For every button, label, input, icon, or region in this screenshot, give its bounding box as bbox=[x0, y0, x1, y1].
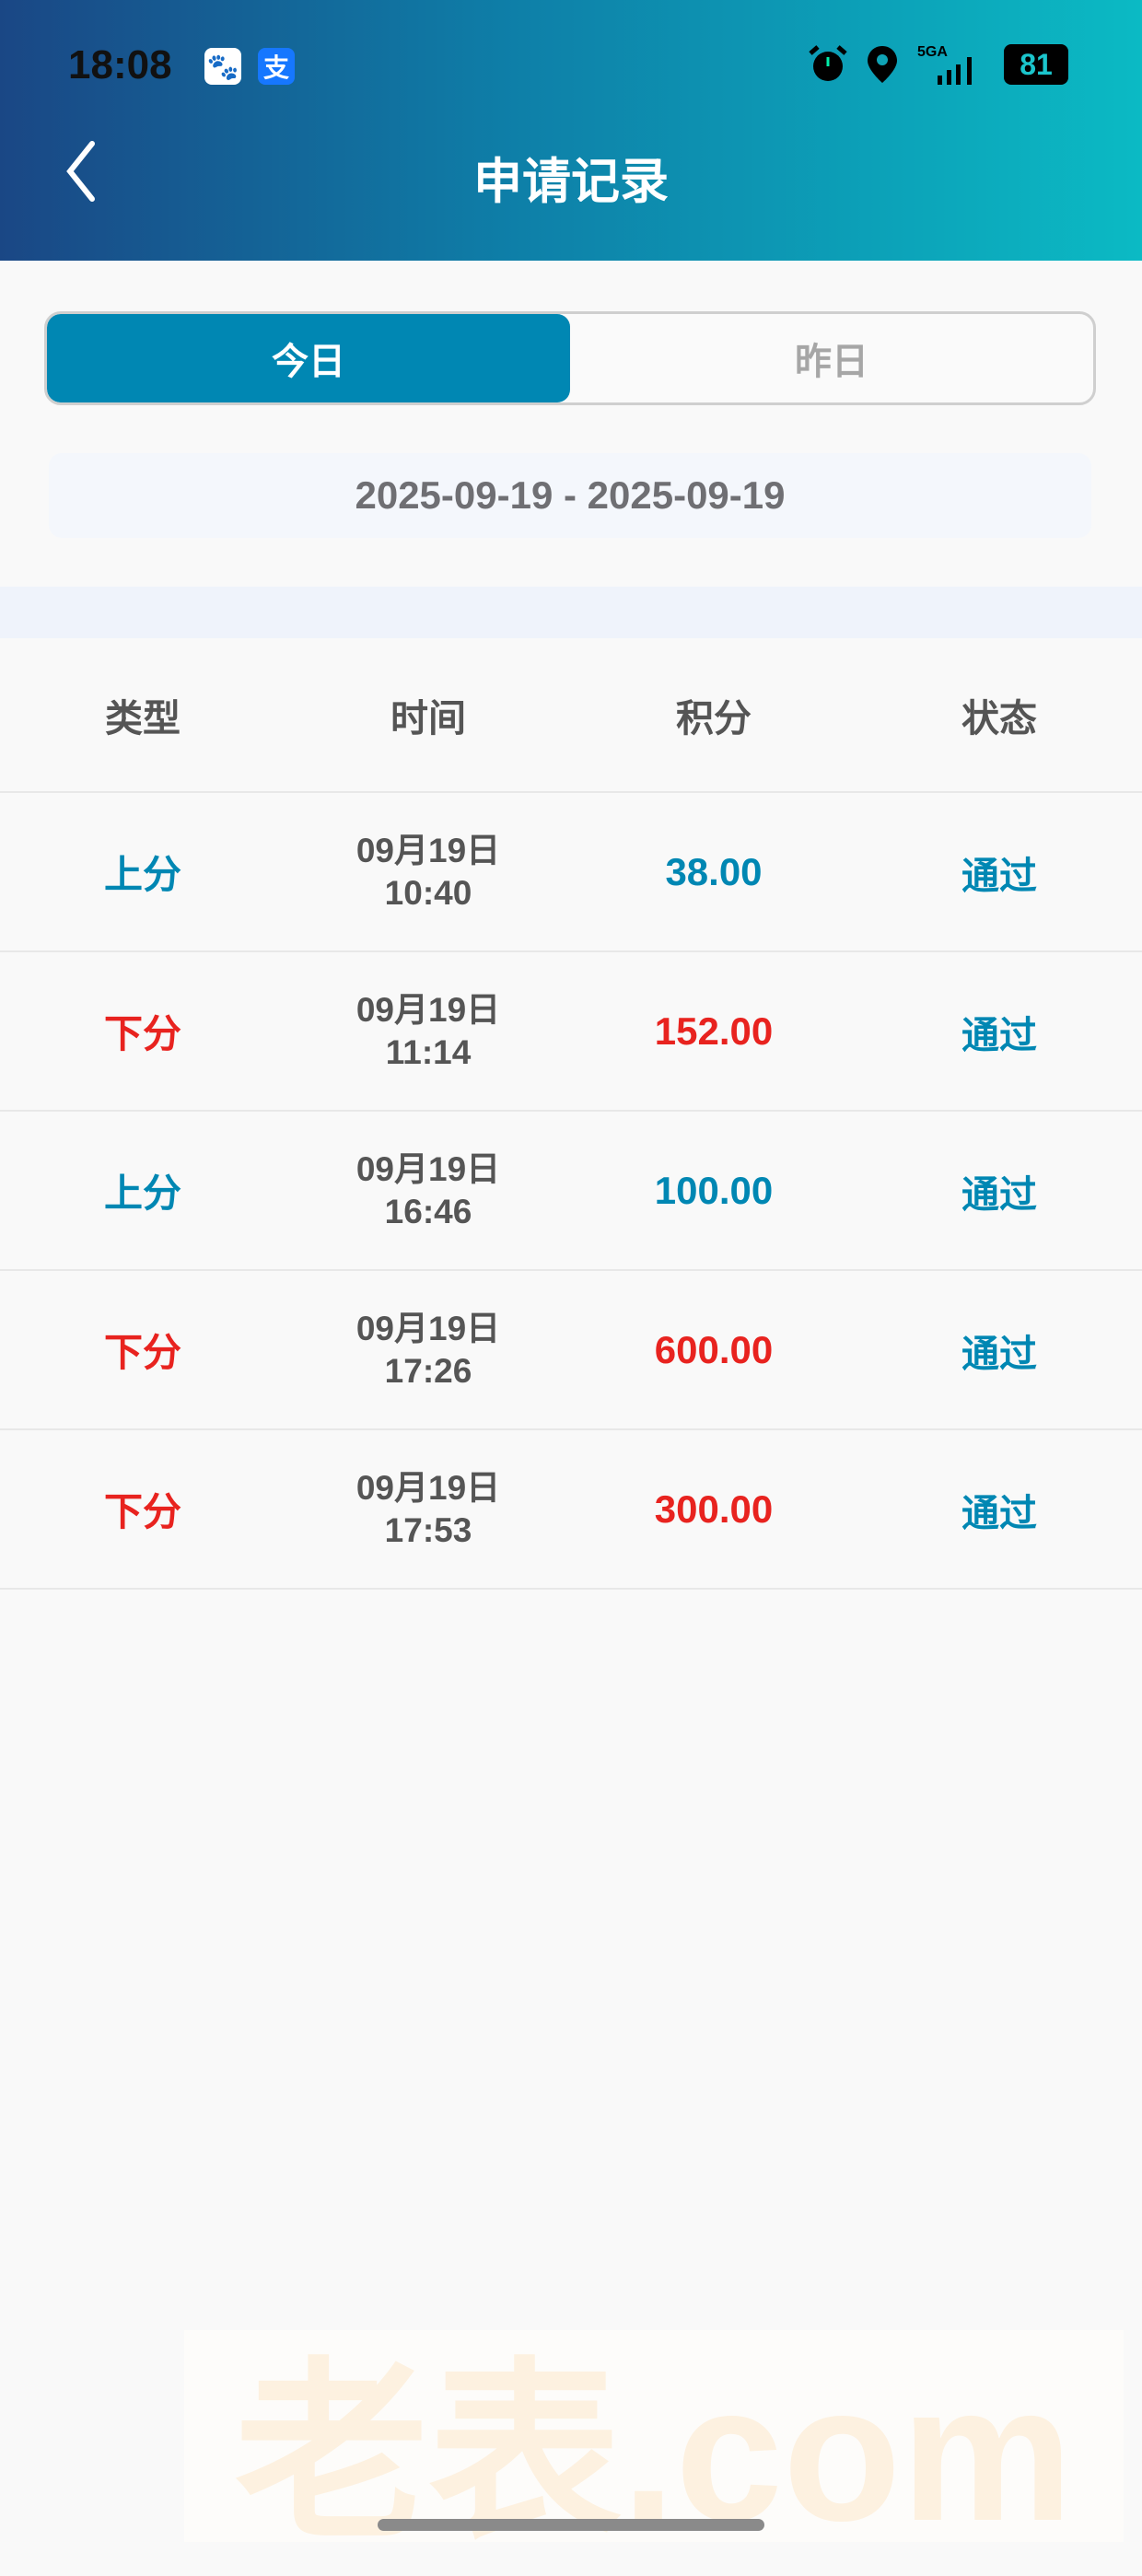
watermark: 老表.com bbox=[184, 2330, 1124, 2561]
tab-yesterday[interactable]: 昨日 bbox=[795, 342, 868, 382]
row-status: 通过 bbox=[961, 1172, 1037, 1216]
header-points: 积分 bbox=[676, 697, 752, 740]
signal-icon: 5GA bbox=[917, 44, 985, 85]
row-status: 通过 bbox=[961, 1491, 1037, 1534]
date-tabs: 今日 昨日 bbox=[44, 311, 1096, 405]
row-time: 09月19日 16:46 bbox=[286, 1148, 571, 1233]
location-icon bbox=[868, 46, 897, 83]
table-header: 类型 时间 积分 状态 bbox=[0, 638, 1142, 793]
row-time-text: 17:26 bbox=[384, 1351, 472, 1390]
battery-indicator: 81 bbox=[1004, 44, 1068, 85]
row-type: 下分 bbox=[103, 1331, 181, 1374]
row-time: 09月19日 10:40 bbox=[286, 830, 571, 915]
table-row: 下分 09月19日 17:53 300.00 通过 bbox=[0, 1430, 1142, 1590]
row-status: 通过 bbox=[961, 1013, 1037, 1056]
row-status: 通过 bbox=[961, 854, 1037, 897]
table-row: 上分 09月19日 16:46 100.00 通过 bbox=[0, 1112, 1142, 1271]
table-row: 上分 09月19日 10:40 38.00 通过 bbox=[0, 793, 1142, 952]
row-date-text: 09月19日 bbox=[355, 831, 501, 869]
row-time: 09月19日 17:26 bbox=[286, 1308, 571, 1393]
divider-band bbox=[0, 587, 1142, 638]
row-points: 300.00 bbox=[654, 1486, 774, 1531]
row-time: 09月19日 11:14 bbox=[286, 989, 571, 1074]
back-arrow-icon[interactable] bbox=[61, 138, 107, 204]
network-type: 5GA bbox=[917, 44, 948, 60]
row-date-text: 09月19日 bbox=[355, 1309, 501, 1347]
header-type: 类型 bbox=[105, 697, 181, 740]
alipay-app-icon: 支 bbox=[258, 48, 295, 85]
row-time-text: 16:46 bbox=[384, 1192, 472, 1230]
row-date-text: 09月19日 bbox=[355, 990, 501, 1029]
header: 18:08 🐾 支 5GA 81 申请记录 bbox=[0, 0, 1142, 261]
alarm-icon bbox=[809, 45, 847, 81]
row-points: 152.00 bbox=[654, 1008, 774, 1053]
header-status: 状态 bbox=[961, 697, 1037, 740]
row-points: 100.00 bbox=[654, 1168, 774, 1212]
home-indicator[interactable] bbox=[378, 2519, 764, 2531]
row-type: 下分 bbox=[103, 1012, 181, 1055]
row-date-text: 09月19日 bbox=[355, 1468, 501, 1507]
row-type: 上分 bbox=[103, 853, 181, 896]
row-time-text: 11:14 bbox=[385, 1032, 472, 1071]
row-time: 09月19日 17:53 bbox=[286, 1467, 571, 1552]
header-time: 时间 bbox=[390, 697, 466, 740]
tab-today[interactable]: 今日 bbox=[47, 314, 570, 402]
row-type: 下分 bbox=[103, 1490, 181, 1533]
baidu-app-icon: 🐾 bbox=[204, 48, 241, 85]
table-row: 下分 09月19日 17:26 600.00 通过 bbox=[0, 1271, 1142, 1430]
row-time-text: 17:53 bbox=[384, 1510, 472, 1549]
row-time-text: 10:40 bbox=[384, 873, 472, 912]
page-title: 申请记录 bbox=[473, 155, 669, 209]
row-points: 600.00 bbox=[654, 1327, 774, 1371]
row-points: 38.00 bbox=[665, 849, 763, 893]
status-time: 18:08 bbox=[68, 42, 172, 87]
row-status: 通过 bbox=[961, 1332, 1037, 1375]
row-date-text: 09月19日 bbox=[355, 1149, 501, 1188]
date-range[interactable]: 2025-09-19 - 2025-09-19 bbox=[49, 453, 1091, 538]
table-row: 下分 09月19日 11:14 152.00 通过 bbox=[0, 952, 1142, 1112]
row-type: 上分 bbox=[103, 1171, 181, 1215]
